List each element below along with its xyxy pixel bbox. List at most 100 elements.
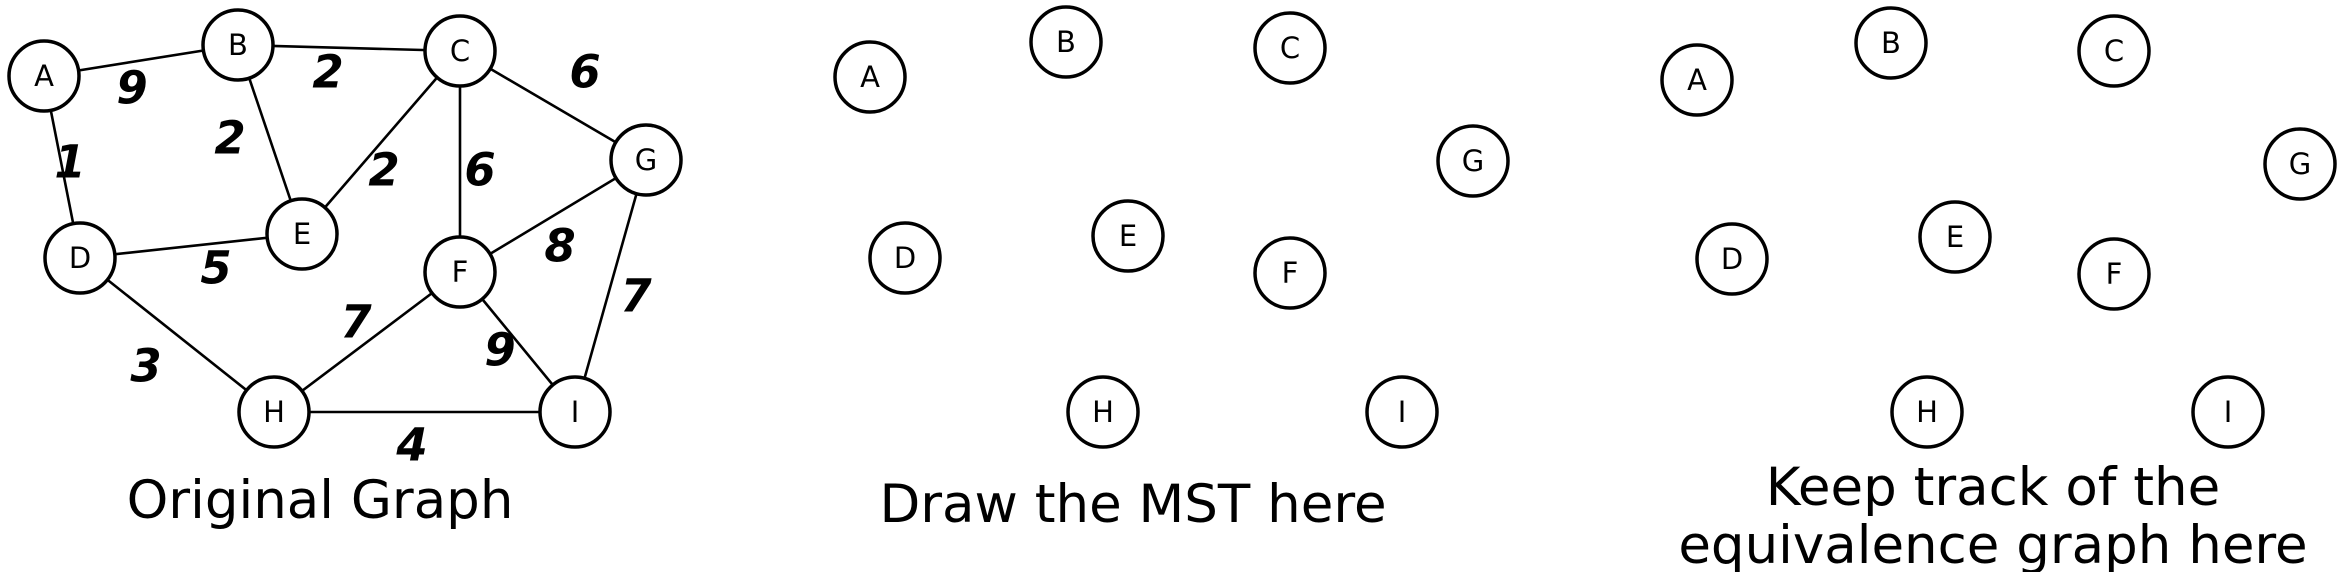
node-circle xyxy=(1890,375,1964,449)
node-label: A xyxy=(1687,63,1707,97)
node-circle xyxy=(1365,375,1439,449)
edge-weight-f-g: 8 xyxy=(544,220,575,273)
node-label: I xyxy=(2224,395,2233,429)
node-circle xyxy=(423,14,497,88)
node-circle xyxy=(237,375,311,449)
node-label: A xyxy=(34,59,54,93)
node-label: F xyxy=(1282,256,1299,290)
node-d: D xyxy=(1695,222,1769,296)
node-circle xyxy=(1066,375,1140,449)
node-e: E xyxy=(1091,199,1165,273)
node-circle xyxy=(1091,199,1165,273)
node-e: E xyxy=(265,197,339,271)
node-label: E xyxy=(1119,219,1137,253)
edge-weight-b-e: 2 xyxy=(214,112,245,165)
node-d: D xyxy=(868,221,942,295)
edge-g-i xyxy=(573,159,648,413)
node-label: B xyxy=(1881,26,1901,60)
node-label: G xyxy=(1462,144,1484,178)
node-circle xyxy=(833,40,907,114)
node-circle xyxy=(1660,43,1734,117)
panel-caption: equivalence graph here xyxy=(1678,515,2307,572)
node-circle xyxy=(1029,5,1103,79)
node-i: I xyxy=(1365,375,1439,449)
node-a: A xyxy=(833,40,907,114)
edge-b-c xyxy=(237,43,461,53)
edge-weight-f-i: 9 xyxy=(484,324,515,377)
node-f: F xyxy=(2077,237,2151,311)
node-label: H xyxy=(1092,395,1114,429)
edge-weight-d-e: 5 xyxy=(200,242,231,295)
node-g: G xyxy=(609,123,683,197)
node-circle xyxy=(1854,6,1928,80)
node-c: C xyxy=(423,14,497,88)
node-circle xyxy=(1695,222,1769,296)
node-label: B xyxy=(1056,25,1076,59)
node-circle xyxy=(201,8,275,82)
node-label: G xyxy=(2289,147,2311,181)
node-label: F xyxy=(2106,257,2123,291)
node-circle xyxy=(1918,200,1992,274)
node-label: E xyxy=(1946,220,1964,254)
node-label: D xyxy=(894,241,916,275)
node-h: H xyxy=(1066,375,1140,449)
node-b: B xyxy=(201,8,275,82)
panel-caption: Draw the MST here xyxy=(879,474,1386,535)
node-c: C xyxy=(1253,11,1327,85)
node-circle xyxy=(609,123,683,197)
edge-f-h xyxy=(273,270,461,414)
node-label: D xyxy=(1721,242,1743,276)
edge-weight-c-g: 6 xyxy=(569,46,600,99)
node-label: I xyxy=(571,395,580,429)
edge-weight-h-i: 4 xyxy=(395,419,427,472)
node-label: H xyxy=(1916,395,1938,429)
node-circle xyxy=(423,235,497,309)
node-g: G xyxy=(2263,127,2337,201)
node-label: F xyxy=(452,255,469,289)
node-label: A xyxy=(860,60,880,94)
node-i: I xyxy=(538,375,612,449)
node-label: H xyxy=(263,395,285,429)
node-circle xyxy=(538,375,612,449)
node-label: I xyxy=(1398,395,1407,429)
panel-caption: Original Graph xyxy=(127,470,514,531)
node-circle xyxy=(265,197,339,271)
node-c: C xyxy=(2077,14,2151,88)
node-d: D xyxy=(43,221,117,295)
edge-weight-c-f: 6 xyxy=(464,144,495,197)
node-circle xyxy=(1253,11,1327,85)
edge-d-e xyxy=(79,232,303,260)
edge-weight-a-d: 1 xyxy=(54,136,85,189)
node-i: I xyxy=(2191,375,2265,449)
edge-weight-d-h: 3 xyxy=(130,340,161,393)
node-label: C xyxy=(450,34,470,68)
node-h: H xyxy=(1890,375,1964,449)
node-f: F xyxy=(423,235,497,309)
edge-weight-f-h: 7 xyxy=(340,296,372,349)
node-circle xyxy=(2191,375,2265,449)
node-e: E xyxy=(1918,200,1992,274)
node-circle xyxy=(868,221,942,295)
node-label: G xyxy=(635,143,657,177)
panel-mst: A B C D E F G H I Draw the MST here xyxy=(833,5,1510,535)
edge-weight-g-i: 7 xyxy=(620,270,652,323)
node-b: B xyxy=(1854,6,1928,80)
node-label: C xyxy=(1280,31,1300,65)
node-circle xyxy=(1253,236,1327,310)
edge-weight-b-c: 2 xyxy=(312,46,343,99)
node-label: C xyxy=(2104,34,2124,68)
edge-weight-a-b: 9 xyxy=(116,62,147,115)
edge-c-e xyxy=(301,50,461,235)
node-a: A xyxy=(1660,43,1734,117)
node-circle xyxy=(2077,237,2151,311)
node-a: A xyxy=(7,39,81,113)
node-f: F xyxy=(1253,236,1327,310)
edge-d-h xyxy=(79,256,275,414)
panel-caption: Keep track of the xyxy=(1766,457,2220,518)
node-circle xyxy=(2263,127,2337,201)
node-label: D xyxy=(69,241,91,275)
